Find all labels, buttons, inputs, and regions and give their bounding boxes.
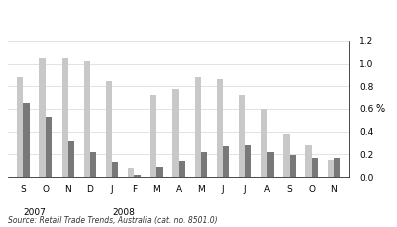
Bar xyxy=(17,77,23,177)
Bar xyxy=(112,162,118,177)
Bar xyxy=(128,168,134,177)
Bar xyxy=(150,95,156,177)
Bar xyxy=(305,145,312,177)
Bar xyxy=(179,161,185,177)
Y-axis label: %: % xyxy=(376,104,385,114)
Bar xyxy=(90,152,96,177)
Bar xyxy=(328,160,334,177)
Bar xyxy=(334,158,340,177)
Text: 2008: 2008 xyxy=(112,208,135,217)
Bar xyxy=(156,167,163,177)
Bar xyxy=(245,145,251,177)
Bar xyxy=(201,152,207,177)
Text: 2007: 2007 xyxy=(23,208,46,217)
Bar xyxy=(172,89,179,177)
Bar xyxy=(312,158,318,177)
Bar xyxy=(195,77,201,177)
Bar xyxy=(68,141,74,177)
Bar xyxy=(62,58,68,177)
Bar xyxy=(283,134,289,177)
Bar xyxy=(23,103,30,177)
Bar xyxy=(223,146,229,177)
Bar xyxy=(39,58,46,177)
Bar xyxy=(46,117,52,177)
Bar xyxy=(289,155,296,177)
Bar xyxy=(261,109,267,177)
Bar xyxy=(84,61,90,177)
Text: Source: Retail Trade Trends, Australia (cat. no. 8501.0): Source: Retail Trade Trends, Australia (… xyxy=(8,216,218,225)
Bar xyxy=(239,95,245,177)
Bar xyxy=(267,152,274,177)
Bar xyxy=(106,81,112,177)
Bar xyxy=(217,79,223,177)
Bar xyxy=(134,175,141,177)
